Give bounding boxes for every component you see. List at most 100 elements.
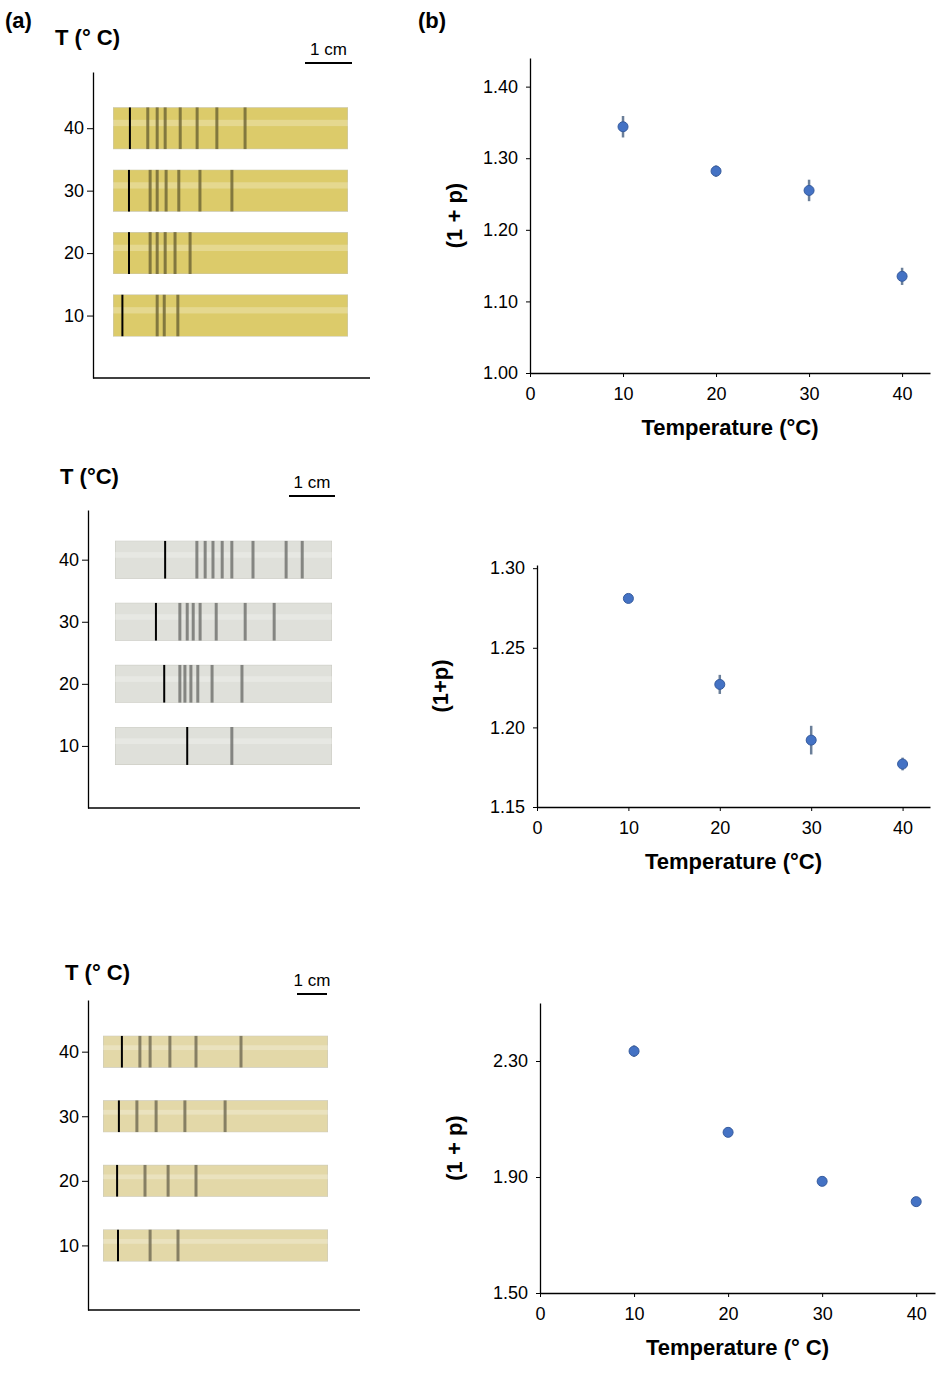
band <box>135 1100 138 1132</box>
y-tick: 20 <box>59 674 88 694</box>
y-tick-label: 1.40 <box>483 77 518 97</box>
x-tick-mark <box>902 373 903 377</box>
y-axis-line <box>537 566 538 808</box>
y-tick-mark <box>87 253 93 254</box>
tube <box>103 1229 328 1261</box>
x-axis: 010203040 <box>525 373 930 404</box>
y-axis-line <box>88 511 89 809</box>
y-tick: 20 <box>59 1171 88 1191</box>
band <box>215 603 218 641</box>
marks <box>618 116 907 285</box>
y-tick-mark <box>82 1181 88 1182</box>
y-axis: 1.001.101.201.301.40 <box>483 59 531 384</box>
point <box>898 759 908 769</box>
x-tick: 40 <box>907 1293 927 1324</box>
y-axis: 10203040 <box>59 1001 89 1311</box>
y-tick-label: 40 <box>64 118 84 138</box>
y-tick: 1.50 <box>493 1283 540 1303</box>
tube <box>115 603 332 641</box>
x-tick: 40 <box>893 807 913 838</box>
frame-line <box>88 1309 360 1310</box>
band <box>149 232 152 274</box>
point <box>897 271 907 281</box>
point <box>711 166 721 176</box>
tube <box>113 170 348 212</box>
tube-group <box>115 665 332 703</box>
x-tick-mark <box>903 807 904 811</box>
band <box>192 603 195 641</box>
tube <box>113 107 348 149</box>
x-tick-mark <box>728 1293 729 1297</box>
y-axis-title: (1 + p) <box>442 183 467 248</box>
y-tick: 1.30 <box>490 558 537 578</box>
band <box>240 665 243 703</box>
y-axis-line <box>93 73 94 379</box>
x-tick-mark <box>537 807 538 811</box>
band <box>273 603 276 641</box>
x-tick-label: 10 <box>614 384 634 404</box>
band <box>163 295 166 337</box>
start-line <box>117 1229 119 1261</box>
x-tick: 0 <box>532 807 542 838</box>
point <box>629 1046 639 1056</box>
x-tick: 40 <box>893 373 913 404</box>
y-tick-label: 40 <box>59 1042 79 1062</box>
marks <box>623 593 907 770</box>
y-tick: 30 <box>64 181 93 201</box>
y-tick: 40 <box>64 118 93 138</box>
y-tick: 40 <box>59 1042 88 1062</box>
x-tick-mark <box>720 807 721 811</box>
panel: 10203040T (° C)1 cm <box>59 960 360 1311</box>
panel-letter: (b) <box>418 8 446 33</box>
y-tick: 1.30 <box>483 148 530 168</box>
band <box>195 1036 198 1068</box>
start-line <box>155 603 157 641</box>
y-tick-label: 1.30 <box>483 148 518 168</box>
band <box>177 1229 180 1261</box>
x-axis-title: Temperature (° C) <box>646 1335 829 1360</box>
point <box>715 679 725 689</box>
point <box>723 1127 733 1137</box>
y-axis-title: T (° C) <box>55 25 120 50</box>
panel: 0102030401.501.902.30Temperature (° C)(1… <box>442 1004 936 1361</box>
tube-group <box>113 170 348 212</box>
y-tick-label: 1.30 <box>490 558 525 578</box>
band <box>285 541 288 579</box>
band <box>215 107 218 149</box>
panel-letter: (a) <box>5 8 32 33</box>
y-tick: 1.00 <box>483 363 530 383</box>
tube <box>113 232 348 274</box>
x-tick-mark <box>811 807 812 811</box>
scale-bar-label: 1 cm <box>310 40 347 59</box>
band <box>156 107 159 149</box>
band <box>230 727 233 765</box>
band <box>183 665 186 703</box>
band <box>204 541 207 579</box>
y-tick-mark <box>533 807 537 808</box>
y-tick: 1.20 <box>483 220 530 240</box>
y-axis: 1.151.201.251.30 <box>490 558 538 817</box>
y-tick-mark <box>82 1116 88 1117</box>
band <box>144 1165 147 1197</box>
y-tick: 10 <box>59 736 88 756</box>
y-tick: 1.15 <box>490 797 537 817</box>
y-tick-mark <box>526 158 530 159</box>
start-line <box>129 107 131 149</box>
tube-highlight <box>115 676 332 682</box>
x-tick: 20 <box>710 807 730 838</box>
start-line <box>164 541 166 579</box>
y-tick-label: 2.30 <box>493 1051 528 1071</box>
y-tick: 40 <box>59 550 88 570</box>
y-tick: 30 <box>59 1107 88 1127</box>
band <box>149 1036 152 1068</box>
y-tick-mark <box>82 560 88 561</box>
tube-group <box>115 541 332 579</box>
x-tick-label: 20 <box>707 384 727 404</box>
start-line <box>121 295 123 337</box>
y-axis-title: (1 + p) <box>442 1115 467 1180</box>
tube-group <box>113 232 348 274</box>
x-tick: 10 <box>619 807 639 838</box>
band <box>230 170 233 212</box>
band <box>252 541 255 579</box>
y-tick-mark <box>526 87 530 88</box>
